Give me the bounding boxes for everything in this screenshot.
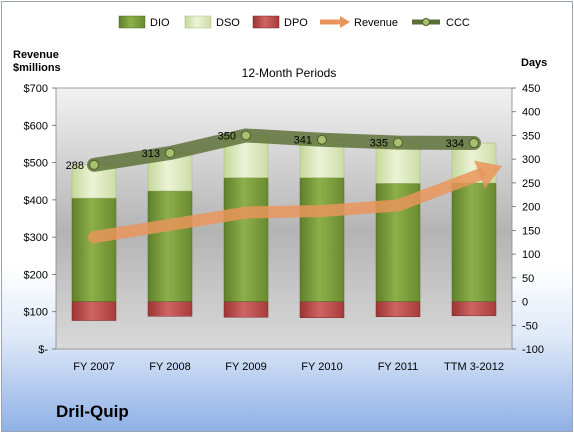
bar-dpo bbox=[147, 301, 193, 317]
left-axis-title-line1: Revenue bbox=[13, 49, 59, 61]
bar-dio bbox=[147, 190, 193, 302]
legend-item-ccc: CCC bbox=[412, 17, 470, 29]
ccc-point bbox=[469, 138, 479, 149]
ccc-point bbox=[89, 159, 99, 170]
legend-label-ccc: CCC bbox=[446, 17, 470, 29]
right-tick-label: 0 bbox=[522, 297, 528, 309]
ccc-line bbox=[87, 128, 481, 172]
right-tick-label: 100 bbox=[522, 249, 540, 261]
left-tick-label: $100 bbox=[24, 307, 48, 319]
left-tick-label: $300 bbox=[24, 232, 48, 244]
ccc-data-label: 288 bbox=[66, 160, 84, 172]
legend-label-dio: DIO bbox=[150, 17, 170, 29]
right-axis-title: Days bbox=[521, 57, 547, 69]
category-label: FY 2011 bbox=[378, 361, 419, 373]
ccc-point bbox=[393, 137, 403, 148]
right-tick-label: 250 bbox=[522, 178, 540, 190]
category-label: FY 2008 bbox=[149, 361, 190, 373]
revenue-arrow-shaft bbox=[88, 168, 486, 244]
left-axis-title-line2: $millions bbox=[13, 62, 61, 74]
ccc-data-label: 350 bbox=[218, 130, 236, 142]
category-label: FY 2010 bbox=[301, 361, 342, 373]
right-tick-label: 50 bbox=[522, 273, 534, 285]
right-tick-label: 400 bbox=[522, 107, 540, 119]
revenue-series bbox=[88, 160, 503, 244]
bar-dpo bbox=[451, 301, 497, 317]
bar-dpo bbox=[375, 301, 421, 317]
right-tick-label: 300 bbox=[522, 154, 540, 166]
legend-item-dso: DSO bbox=[184, 15, 240, 29]
left-axis: $- $100 $200 $300 $400 $500 $600 $700 bbox=[24, 83, 56, 356]
category-label: TTM 3-2012 bbox=[444, 361, 504, 373]
bar-dpo bbox=[71, 301, 117, 321]
left-tick-label: $500 bbox=[24, 158, 48, 170]
plot-area bbox=[55, 87, 513, 350]
left-tick-label: $700 bbox=[24, 83, 48, 95]
legend-item-dpo: DPO bbox=[252, 15, 308, 29]
legend-label-dso: DSO bbox=[216, 17, 240, 29]
ccc-point bbox=[165, 148, 175, 159]
revenue-arrowhead bbox=[474, 160, 503, 189]
bar-dio bbox=[451, 182, 497, 302]
legend-label-dpo: DPO bbox=[284, 17, 308, 29]
bar-dpo bbox=[223, 301, 269, 318]
legend-label-revenue: Revenue bbox=[354, 17, 398, 29]
left-tick-label: $600 bbox=[24, 120, 48, 132]
ccc-series: 288 313 350 341 335 334 bbox=[66, 128, 481, 172]
ccc-point bbox=[241, 130, 251, 141]
right-tick-label: -50 bbox=[522, 320, 538, 332]
bar-dpo bbox=[299, 301, 345, 318]
right-tick-label: -100 bbox=[522, 344, 544, 356]
chart-subtitle: 12-Month Periods bbox=[242, 66, 337, 80]
bar-dio bbox=[299, 177, 345, 302]
bar-dio bbox=[223, 177, 269, 302]
company-title: Dril-Quip bbox=[56, 402, 129, 421]
legend-marker-ccc bbox=[422, 18, 430, 26]
left-tick-label: $400 bbox=[24, 195, 48, 207]
right-tick-label: 350 bbox=[522, 130, 540, 142]
category-label: FY 2007 bbox=[73, 361, 114, 373]
legend-arrowhead-revenue bbox=[340, 16, 350, 28]
right-tick-label: 150 bbox=[522, 225, 540, 237]
bar-dio bbox=[71, 197, 117, 302]
legend-swatch-dpo bbox=[252, 15, 280, 29]
ccc-data-label: 335 bbox=[370, 138, 388, 150]
legend-swatch-dio bbox=[118, 15, 146, 29]
ccc-point bbox=[317, 134, 327, 145]
legend-swatch-dso bbox=[184, 15, 212, 29]
right-tick-label: 450 bbox=[522, 83, 540, 95]
left-tick-label: $- bbox=[38, 344, 48, 356]
legend-item-revenue: Revenue bbox=[320, 16, 398, 29]
ccc-data-label: 341 bbox=[294, 135, 312, 147]
legend-item-dio: DIO bbox=[118, 15, 170, 29]
category-axis: FY 2007 FY 2008 FY 2009 FY 2010 FY 2011 TTM 3… bbox=[73, 361, 504, 373]
right-axis: -100 -50 0 50 100 150 200 250 300 350 400 450 bbox=[512, 83, 544, 356]
right-tick-label: 200 bbox=[522, 202, 540, 214]
legend: DIO DSO DPO Revenue CCC bbox=[118, 15, 470, 29]
bar-series bbox=[71, 135, 497, 321]
category-label: FY 2009 bbox=[225, 361, 266, 373]
left-tick-label: $200 bbox=[24, 269, 48, 281]
ccc-data-label: 334 bbox=[446, 138, 464, 150]
ccc-data-label: 313 bbox=[142, 148, 160, 160]
